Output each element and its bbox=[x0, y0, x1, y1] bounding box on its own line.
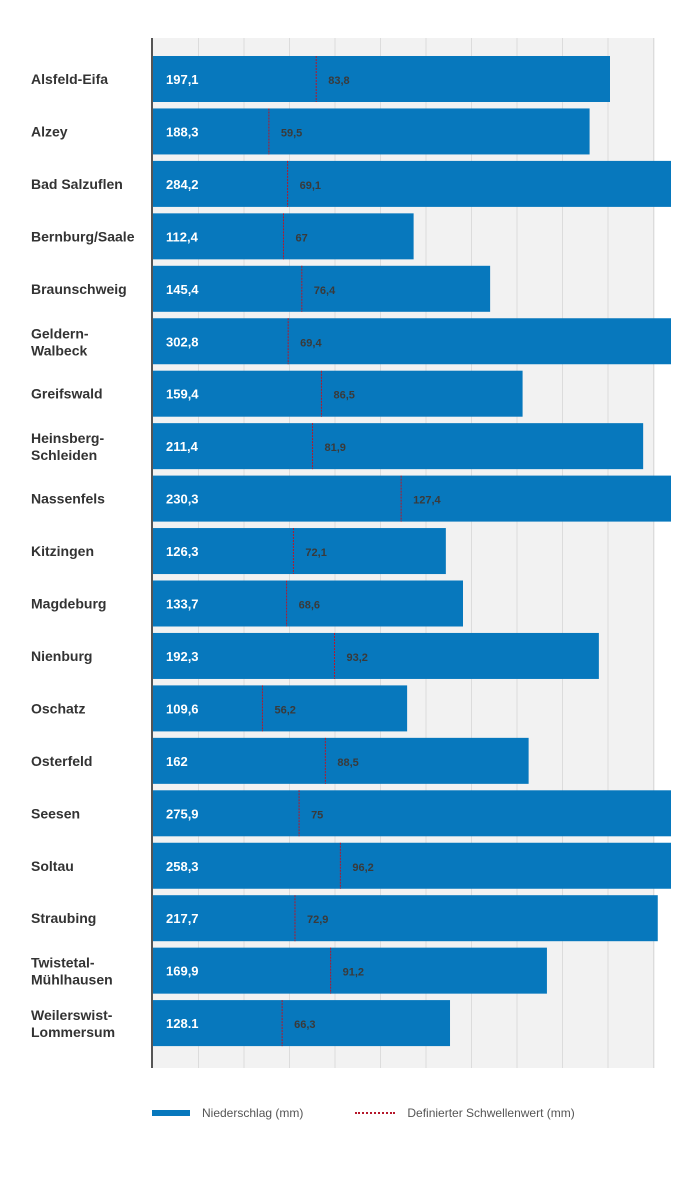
threshold-label-nienburg: 93,2 bbox=[347, 652, 368, 664]
bar-chart: 197,1 188,3 284,2 112,4 145,4 302,8 159,4 211,4… bbox=[31, 38, 671, 1068]
legend-item-threshold: Definierter Schwellenwert (mm) bbox=[355, 1106, 575, 1120]
threshold-label-oschatz: 56,2 bbox=[274, 704, 295, 716]
threshold-label-osterfeld: 88,5 bbox=[337, 757, 358, 769]
bar-straubing bbox=[153, 895, 658, 942]
threshold-label-greifswald: 86,5 bbox=[333, 390, 354, 402]
legend-item-precipitation: Niederschlag (mm) bbox=[152, 1106, 303, 1120]
bar-greifswald bbox=[153, 370, 523, 417]
category-label-soltau: Soltau bbox=[31, 858, 74, 874]
value-label-bernburg-saale: 112,4 bbox=[166, 229, 199, 244]
category-label-bernburg-saale: Bernburg/Saale bbox=[31, 228, 135, 244]
category-label-braunschweig: Braunschweig bbox=[31, 281, 127, 297]
category-label-straubing: Straubing bbox=[31, 910, 96, 926]
category-label-seesen: Seesen bbox=[31, 805, 80, 821]
legend-swatch-threshold bbox=[355, 1112, 396, 1114]
value-label-oschatz: 109,6 bbox=[166, 701, 199, 716]
legend-swatch-precipitation bbox=[152, 1110, 190, 1116]
category-label-osterfeld: Osterfeld bbox=[31, 753, 92, 769]
bar-heinsberg-schleiden bbox=[153, 423, 644, 470]
threshold-label-twistetal-m-hlhausen: 91,2 bbox=[343, 967, 364, 979]
threshold-label-soltau: 96,2 bbox=[352, 862, 373, 874]
threshold-label-heinsberg-schleiden: 81,9 bbox=[325, 442, 346, 454]
threshold-label-alzey: 59,5 bbox=[281, 127, 302, 139]
threshold-label-seesen: 75 bbox=[311, 809, 323, 821]
value-label-braunschweig: 145,4 bbox=[166, 282, 199, 297]
value-label-alzey: 188,3 bbox=[166, 124, 199, 139]
bar-soltau bbox=[153, 842, 671, 889]
category-label-heinsberg-schleiden: Heinsberg-Schleiden bbox=[31, 430, 104, 463]
bar-alzey bbox=[153, 108, 590, 155]
value-label-kitzingen: 126,3 bbox=[166, 544, 199, 559]
value-label-weilerswist-lommersum: 128.1 bbox=[166, 1016, 199, 1031]
category-label-weilerswist-lommersum: Weilerswist-Lommersum bbox=[31, 1007, 115, 1040]
threshold-label-bad-salzuflen: 69,1 bbox=[300, 180, 321, 192]
bar-nienburg bbox=[153, 632, 599, 679]
category-label-bad-salzuflen: Bad Salzuflen bbox=[31, 176, 123, 192]
category-label-twistetal-m-hlhausen: Twistetal-Mühlhausen bbox=[31, 955, 113, 988]
bar-braunschweig bbox=[153, 265, 491, 312]
category-label-oschatz: Oschatz bbox=[31, 700, 85, 716]
threshold-label-straubing: 72,9 bbox=[307, 914, 328, 926]
category-label-greifswald: Greifswald bbox=[31, 386, 103, 402]
threshold-label-alsfeld-eifa: 83,8 bbox=[328, 75, 349, 87]
value-label-nienburg: 192,3 bbox=[166, 649, 199, 664]
threshold-label-magdeburg: 68,6 bbox=[299, 600, 320, 612]
category-label-nienburg: Nienburg bbox=[31, 648, 92, 664]
bar-twistetal-m-hlhausen bbox=[153, 947, 547, 994]
value-label-geldern-walbeck: 302,8 bbox=[166, 334, 199, 349]
bar-kitzingen bbox=[153, 528, 446, 575]
bar-seesen bbox=[153, 790, 671, 837]
category-label-nassenfels: Nassenfels bbox=[31, 491, 105, 507]
value-label-bad-salzuflen: 284,2 bbox=[166, 177, 199, 192]
category-label-magdeburg: Magdeburg bbox=[31, 596, 106, 612]
value-label-twistetal-m-hlhausen: 169,9 bbox=[166, 964, 199, 979]
bars: 197,1 188,3 284,2 112,4 145,4 302,8 159,4 211,4… bbox=[153, 56, 671, 1047]
value-label-soltau: 258,3 bbox=[166, 859, 199, 874]
value-label-alsfeld-eifa: 197,1 bbox=[166, 72, 199, 87]
legend: Niederschlag (mm) Definierter Schwellenw… bbox=[152, 1106, 627, 1120]
value-label-seesen: 275,9 bbox=[166, 806, 199, 821]
bar-bad-salzuflen bbox=[153, 160, 671, 207]
threshold-label-kitzingen: 72,1 bbox=[305, 547, 326, 559]
value-label-greifswald: 159,4 bbox=[166, 387, 199, 402]
threshold-label-weilerswist-lommersum: 66,3 bbox=[294, 1019, 315, 1031]
threshold-markers: 83,8 59,5 69,1 67 76,4 69,4 86,5 81,9 127,4 72,1 6… bbox=[261, 56, 442, 1047]
threshold-label-nassenfels: 127,4 bbox=[413, 495, 441, 507]
bar-alsfeld-eifa bbox=[153, 56, 610, 102]
legend-label-threshold: Definierter Schwellenwert (mm) bbox=[407, 1106, 575, 1120]
value-label-magdeburg: 133,7 bbox=[166, 597, 199, 612]
bar-magdeburg bbox=[153, 580, 463, 627]
bar-geldern-walbeck bbox=[153, 318, 671, 365]
value-label-straubing: 217,7 bbox=[166, 911, 199, 926]
category-label-geldern-walbeck: Geldern-Walbeck bbox=[31, 325, 89, 358]
bar-osterfeld bbox=[153, 737, 529, 784]
value-label-heinsberg-schleiden: 211,4 bbox=[166, 439, 199, 454]
threshold-label-geldern-walbeck: 69,4 bbox=[300, 337, 322, 349]
category-label-kitzingen: Kitzingen bbox=[31, 543, 94, 559]
category-axis: Alsfeld-Eifa Alzey Bad Salzuflen Bernburg/S… bbox=[31, 38, 153, 1068]
threshold-label-braunschweig: 76,4 bbox=[314, 285, 336, 297]
threshold-label-bernburg-saale: 67 bbox=[295, 232, 307, 244]
category-label-alzey: Alzey bbox=[31, 123, 68, 139]
value-label-nassenfels: 230,3 bbox=[166, 492, 199, 507]
bar-weilerswist-lommersum bbox=[153, 1000, 451, 1047]
category-label-alsfeld-eifa: Alsfeld-Eifa bbox=[31, 71, 108, 87]
legend-label-precipitation: Niederschlag (mm) bbox=[202, 1106, 304, 1120]
bar-oschatz bbox=[153, 685, 408, 732]
value-label-osterfeld: 162 bbox=[166, 754, 188, 769]
bar-nassenfels bbox=[153, 475, 671, 522]
